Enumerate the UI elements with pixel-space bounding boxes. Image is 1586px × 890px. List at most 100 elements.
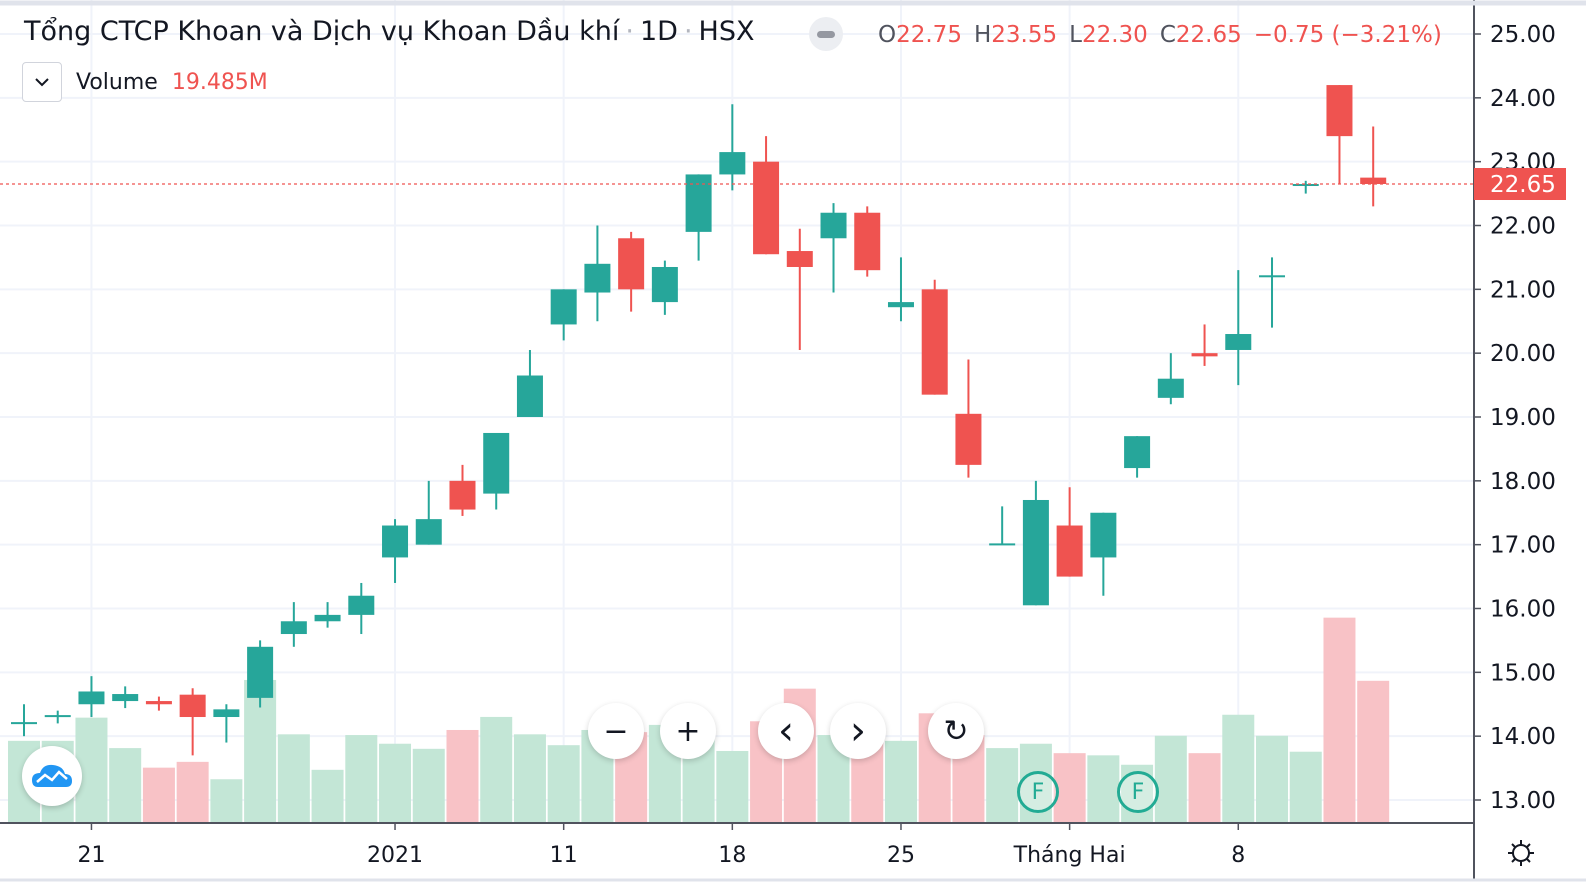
candle-body	[78, 691, 105, 705]
candle-body	[753, 161, 780, 255]
candle-body	[348, 595, 375, 615]
candle-body	[989, 543, 1016, 546]
candle-body	[1326, 85, 1353, 137]
price-axis	[1474, 0, 1586, 890]
candle-body	[11, 722, 37, 725]
volume-bar	[547, 745, 580, 822]
price-tick-label: 18.00	[1490, 469, 1556, 495]
volume-bar	[345, 735, 378, 822]
volume-bar	[1087, 755, 1120, 822]
volume-bar	[412, 748, 445, 822]
last-price-label: 22.65	[1490, 172, 1556, 198]
candle-body	[314, 614, 341, 622]
volume-bar	[210, 779, 243, 822]
volume-bar	[1357, 680, 1390, 822]
volume-bar	[277, 734, 310, 822]
tradingview-logo[interactable]	[22, 746, 82, 806]
candle-body	[550, 289, 577, 325]
hide-legend-button[interactable]	[809, 17, 843, 51]
reset-chart-button[interactable]: ↻	[928, 703, 984, 759]
low-label: L	[1069, 22, 1082, 48]
volume-bar	[1289, 751, 1322, 822]
time-tick-label: 11	[550, 843, 578, 868]
price-tick-label: 21.00	[1490, 277, 1556, 303]
candle-body	[1090, 512, 1117, 558]
last-price-badge	[1474, 168, 1566, 201]
interval[interactable]: 1D	[639, 16, 678, 47]
candle-body	[280, 621, 307, 635]
ohlc-values: O22.75 H23.55 L22.30 C22.65 −0.75 (−3.21%)	[878, 22, 1442, 48]
financial-event-marker[interactable]: F	[1017, 771, 1059, 813]
time-tick-label: 21	[77, 843, 105, 868]
candle-body	[112, 694, 139, 702]
time-tick-label: 8	[1231, 843, 1245, 868]
candle-body	[1056, 525, 1083, 577]
volume-bar	[884, 740, 917, 822]
volume-bar	[480, 716, 513, 822]
change-value: −0.75 (−3.21%)	[1253, 22, 1442, 48]
candle-body	[685, 174, 712, 232]
candle-body	[1022, 499, 1049, 606]
time-tick-label: Tháng Hai	[1013, 843, 1126, 868]
price-tick-label: 25.00	[1490, 22, 1556, 48]
candle-body	[584, 263, 611, 293]
volume-value: 19.485M	[171, 69, 268, 95]
candle-body	[1124, 436, 1151, 469]
minus-icon	[817, 30, 835, 38]
candle-body	[213, 709, 240, 718]
volume-bar	[513, 734, 546, 822]
candle-body	[179, 694, 206, 718]
zoom-in-button[interactable]: +	[660, 703, 716, 759]
candle-body	[1292, 184, 1319, 187]
volume-bar	[311, 769, 344, 822]
scroll-right-button[interactable]: ›	[830, 703, 886, 759]
candle-body	[854, 212, 881, 271]
volume-legend: Volume 19.485M	[22, 62, 268, 102]
candle-body	[1191, 353, 1218, 357]
price-tick-label: 22.00	[1490, 214, 1556, 240]
volume-bar	[379, 743, 412, 822]
price-tick-label: 16.00	[1490, 597, 1556, 623]
volume-bar	[1188, 753, 1221, 822]
volume-bar	[1256, 735, 1289, 822]
time-tick-label: 25	[887, 843, 915, 868]
time-tick-label: 18	[718, 843, 746, 868]
settings-gear-icon[interactable]	[1506, 838, 1536, 868]
high-label: H	[973, 22, 992, 48]
financial-event-marker[interactable]: F	[1117, 771, 1159, 813]
candle-body	[651, 266, 678, 303]
symbol-legend: Tổng CTCP Khoan và Dịch vụ Khoan Dầu khí…	[24, 16, 755, 47]
volume-bar	[109, 748, 142, 822]
volume-bar	[446, 729, 479, 822]
candle-body	[955, 413, 982, 465]
high-value: 23.55	[991, 22, 1058, 48]
collapse-legend-button[interactable]	[22, 62, 62, 102]
candle-body	[1157, 378, 1184, 398]
volume-bar	[1222, 714, 1255, 822]
candle-body	[483, 432, 510, 494]
volume-label: Volume	[76, 69, 158, 95]
candle-body	[719, 152, 746, 175]
symbol-title: Tổng CTCP Khoan và Dịch vụ Khoan Dầu khí	[24, 16, 620, 47]
price-tick-label: 15.00	[1490, 660, 1556, 686]
candle-body	[145, 701, 172, 705]
open-label: O	[878, 22, 897, 48]
open-value: 22.75	[896, 22, 962, 48]
volume-bar	[716, 750, 749, 822]
candle-body	[382, 525, 409, 558]
volume-bar	[1053, 753, 1086, 822]
candle-body	[449, 480, 476, 510]
volume-bar	[1323, 617, 1356, 822]
time-tick-label: 2021	[367, 843, 423, 868]
zoom-out-button[interactable]: −	[588, 703, 644, 759]
volume-bar	[1154, 735, 1187, 822]
low-value: 22.30	[1081, 22, 1148, 48]
candle-body	[786, 251, 813, 267]
close-label: C	[1159, 22, 1176, 48]
volume-bar	[176, 761, 209, 822]
candle-body	[887, 302, 914, 308]
scroll-left-button[interactable]: ‹	[758, 703, 814, 759]
candle-body	[921, 289, 948, 395]
candle-body	[415, 519, 442, 545]
